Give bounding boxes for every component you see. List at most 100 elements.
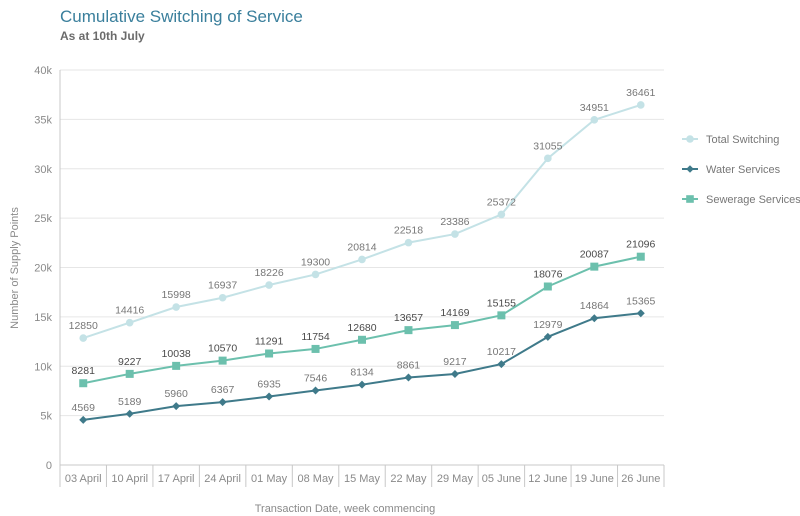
x-tick-label: 17 April [158,473,195,485]
data-label: 19300 [301,256,330,268]
data-label: 8134 [350,367,374,379]
data-label: 15155 [487,297,516,309]
data-label: 13657 [394,312,423,324]
y-tick-label: 5k [40,411,52,423]
data-label: 15365 [626,295,655,307]
data-label: 14169 [440,307,469,319]
y-axis-ticks: 0 5k 10k 15k 20k 25k 30k 35k 40k [34,65,52,472]
y-tick-label: 35k [34,114,52,126]
series-group [79,101,645,424]
data-point [636,309,645,318]
data-label: 6935 [257,379,281,391]
data-point [125,409,134,418]
data-point [265,281,273,289]
data-point [636,101,645,109]
data-label: 31055 [533,140,562,152]
y-axis-title: Number of Supply Points [9,207,21,329]
y-tick-label: 0 [46,460,52,472]
data-label: 10570 [208,343,237,355]
data-point [590,262,599,271]
data-label: 22518 [394,225,423,237]
data-point [265,392,274,401]
data-point [125,369,134,378]
data-label: 25372 [487,196,516,208]
data-point [590,314,599,323]
data-label: 10217 [487,346,516,358]
data-label: 12850 [69,320,98,332]
data-label: 4569 [72,402,96,414]
data-point [79,379,88,388]
gridlines [60,69,664,417]
data-point [497,311,506,320]
data-point [450,321,459,330]
data-label: 12979 [533,319,562,331]
data-label: 6367 [211,384,235,396]
data-label: 7546 [304,372,328,384]
data-point [172,303,180,311]
data-point [686,135,694,143]
data-point [686,195,694,203]
data-point [79,334,88,342]
data-labels: 12850 14416 15998 16937 18226 19300 20814 22518… [69,87,656,414]
data-point [543,332,552,341]
data-label: 10038 [162,348,191,360]
data-point [636,252,645,261]
y-tick-label: 25k [34,213,52,225]
data-label: 20087 [580,249,609,261]
x-tick-label: 05 June [482,473,521,485]
data-point [218,293,227,302]
data-point [590,116,599,124]
data-label: 11291 [255,336,284,348]
data-point [358,380,366,389]
data-label: 18226 [254,267,283,279]
legend-label: Water Services [706,164,781,176]
x-tick-label: 29 May [437,473,474,485]
data-label: 36461 [626,87,655,99]
legend-label: Sewerage Services [706,194,800,206]
data-label: 12680 [347,322,376,334]
legend: Total Switching Water Services Sewerage Se… [682,134,800,206]
data-label: 8281 [72,365,96,377]
data-label: 16937 [208,280,237,292]
y-tick-label: 20k [34,263,52,275]
data-label: 23386 [440,216,469,228]
data-point [311,344,320,353]
data-point [218,356,227,365]
x-tick-label: 10 April [111,473,148,485]
data-point [358,255,366,264]
data-label: 5960 [164,388,188,400]
data-label: 14864 [580,300,609,312]
data-label: 5189 [118,396,142,408]
data-label: 34951 [580,102,609,114]
data-point [544,154,552,163]
x-tick-label: 01 May [251,473,288,485]
data-label: 9227 [118,356,142,368]
data-point [497,210,506,219]
x-tick-label: 03 April [65,473,102,485]
data-label: 14416 [115,305,144,317]
data-point [172,361,181,370]
data-point [497,360,506,369]
data-point [172,402,181,411]
x-tick-label: 08 May [297,473,334,485]
data-point [686,165,694,173]
y-tick-label: 10k [34,361,52,373]
data-point [125,318,134,327]
chart-subtitle: As at 10th July [60,29,145,43]
data-label: 20814 [347,241,376,253]
x-axis-title: Transaction Date, week commencing [255,503,436,515]
data-point [404,373,413,382]
x-axis-ticks: 03 April 10 April 17 April 24 April 01 May 08… [59,465,665,487]
data-point [311,386,320,395]
chart-title: Cumulative Switching of Service [60,7,303,26]
data-label: 9217 [443,356,467,368]
axes [59,70,664,466]
x-tick-label: 19 June [575,473,614,485]
x-tick-label: 26 June [621,473,660,485]
legend-label: Total Switching [706,134,779,146]
data-label: 11754 [301,331,330,343]
data-label: 21096 [626,239,655,251]
data-label: 8861 [397,359,421,371]
x-tick-label: 15 May [344,473,381,485]
